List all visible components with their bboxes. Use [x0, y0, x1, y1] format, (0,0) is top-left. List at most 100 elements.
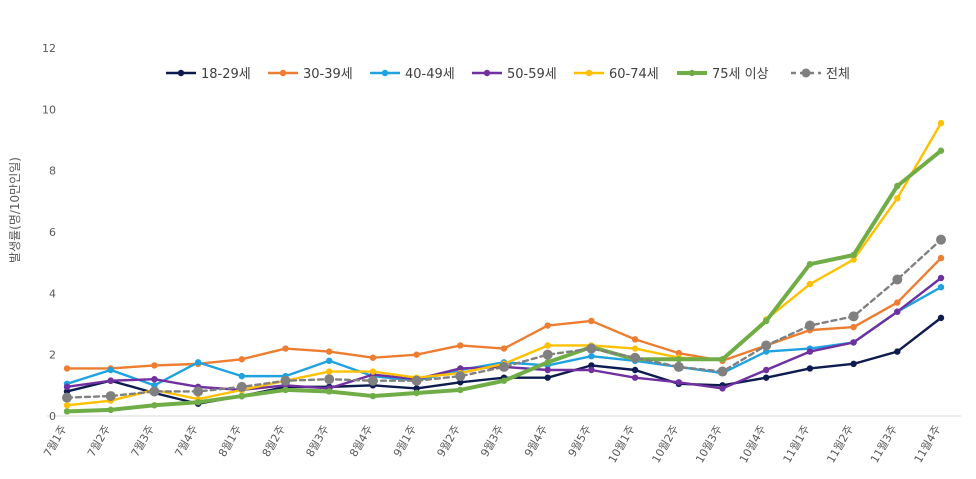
x-tick-label: 8월1주 — [216, 423, 244, 459]
x-tick-label: 7월1주 — [41, 423, 69, 459]
legend-item: 60-74세 — [574, 67, 659, 82]
y-tick-label: 4 — [49, 287, 56, 300]
series-layer — [62, 119, 946, 415]
legend-label: 18-29세 — [201, 67, 251, 82]
data-point — [326, 348, 333, 355]
data-point — [892, 274, 903, 285]
data-point — [238, 392, 245, 400]
series-전체 — [62, 234, 946, 403]
legend-swatch-marker — [279, 69, 287, 77]
legend-item: 75세 이상 — [677, 67, 769, 82]
y-tick-label: 10 — [42, 103, 56, 116]
data-point — [544, 322, 551, 329]
legend-swatch-marker — [483, 69, 491, 77]
x-tick-label: 8월2주 — [260, 423, 288, 459]
data-point — [63, 383, 71, 391]
data-point — [107, 377, 114, 384]
data-point — [850, 323, 857, 331]
legend-item: 40-49세 — [370, 67, 455, 82]
data-point — [763, 366, 770, 374]
data-point — [763, 317, 770, 325]
data-point — [631, 366, 639, 374]
data-point — [369, 368, 377, 375]
x-tick-label: 10월1주 — [606, 423, 638, 465]
legend-label: 30-39세 — [303, 67, 353, 82]
data-point — [194, 359, 202, 366]
data-point — [544, 366, 551, 374]
data-point — [280, 375, 291, 386]
data-point — [719, 356, 726, 363]
x-tick-label: 10월2주 — [650, 423, 682, 465]
data-point — [63, 408, 71, 415]
x-tick-label: 8월3주 — [303, 423, 331, 459]
x-tick-label: 11월3주 — [868, 423, 900, 465]
data-point — [236, 381, 247, 392]
data-point — [588, 353, 595, 360]
data-point — [326, 368, 333, 375]
data-point — [586, 343, 597, 354]
legend-swatch-marker — [585, 69, 593, 77]
data-point — [455, 371, 466, 382]
data-point — [500, 345, 508, 352]
data-point — [804, 320, 815, 331]
series-40-49세 — [63, 284, 945, 389]
data-point — [282, 386, 289, 394]
x-tick-label: 11월4주 — [912, 423, 944, 465]
data-point — [631, 345, 639, 352]
data-point — [326, 388, 333, 395]
data-point — [894, 195, 901, 202]
x-tick-label: 11월2주 — [824, 423, 856, 465]
legend-item: 18-29세 — [166, 67, 251, 82]
data-point — [457, 386, 464, 394]
data-point — [544, 374, 551, 381]
data-point — [499, 361, 509, 372]
data-point — [151, 402, 158, 409]
data-point — [411, 375, 422, 386]
data-point — [413, 389, 420, 397]
data-point — [806, 280, 814, 288]
x-tick-label: 7월2주 — [85, 423, 113, 459]
data-point — [850, 339, 857, 346]
x-tick-label: 9월3주 — [478, 423, 506, 459]
data-point — [894, 308, 901, 315]
data-point — [107, 406, 114, 414]
x-tick-label: 7월4주 — [172, 423, 200, 459]
data-point — [542, 349, 553, 360]
data-point — [282, 345, 289, 352]
data-point — [193, 386, 204, 397]
data-point — [238, 356, 245, 363]
data-point — [194, 399, 202, 406]
data-point — [631, 336, 639, 343]
data-point — [151, 362, 158, 369]
x-tick-label: 9월4주 — [522, 423, 550, 459]
x-tick-label: 7월3주 — [129, 423, 157, 459]
data-point — [894, 299, 901, 306]
legend-label: 75세 이상 — [712, 67, 769, 82]
x-tick-label: 9월5주 — [566, 423, 594, 459]
data-point — [369, 392, 377, 400]
data-point — [369, 354, 377, 361]
data-point — [367, 375, 378, 386]
data-point — [457, 365, 464, 372]
x-tick-label: 10월4주 — [737, 423, 769, 465]
y-tick-label: 0 — [49, 410, 56, 423]
data-point — [544, 359, 551, 366]
series-30-39세 — [63, 254, 945, 372]
legend-item: 30-39세 — [268, 67, 353, 82]
x-tick-label: 8월4주 — [347, 423, 375, 459]
data-point — [717, 366, 728, 377]
data-point — [413, 351, 420, 358]
data-point — [806, 348, 814, 355]
data-point — [937, 254, 945, 262]
data-point — [238, 372, 245, 380]
data-point — [763, 374, 770, 381]
data-point — [588, 366, 595, 374]
legend: 18-29세 30-39세 40-49세 50-59세 60-74세 75세 이상 전체 — [166, 67, 850, 82]
data-point — [149, 386, 160, 397]
y-tick-label: 2 — [49, 349, 56, 362]
data-point — [544, 342, 551, 349]
data-point — [326, 357, 333, 364]
data-point — [630, 352, 641, 363]
data-point — [324, 374, 335, 385]
